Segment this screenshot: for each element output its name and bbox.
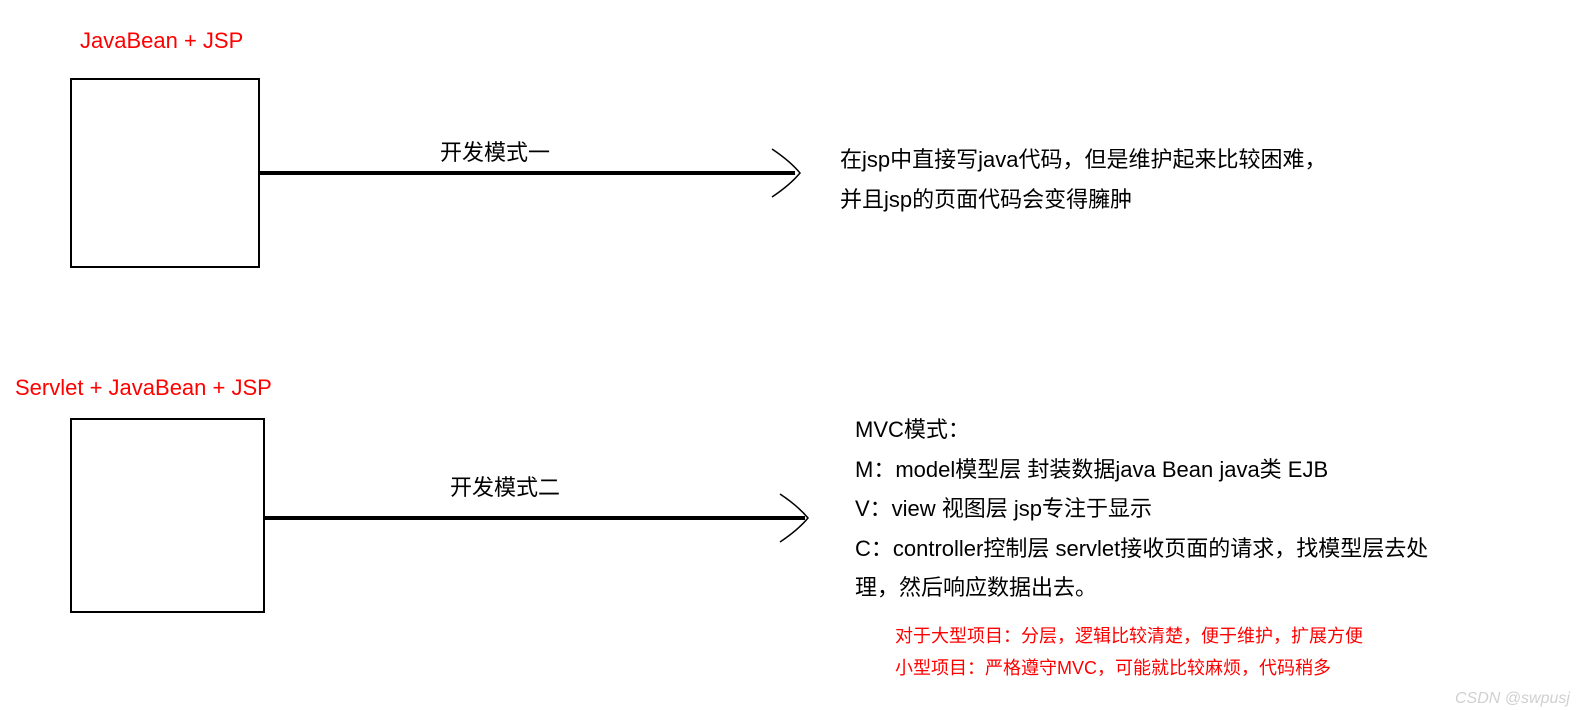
pattern2-title: Servlet + JavaBean + JSP: [15, 375, 272, 401]
mvc-m-line: M：model模型层 封装数据java Bean java类 EJB: [855, 450, 1435, 490]
pattern1-description: 在jsp中直接写java代码，但是维护起来比较困难，并且jsp的页面代码会变得臃…: [840, 140, 1340, 219]
pattern1-arrow-label: 开发模式一: [440, 135, 550, 167]
pattern2-arrow-label: 开发模式二: [450, 470, 560, 502]
mvc-v-line: V：view 视图层 jsp专注于显示: [855, 489, 1435, 529]
mvc-title-line: MVC模式：: [855, 410, 1435, 450]
pattern2-description: MVC模式： M：model模型层 封装数据java Bean java类 EJ…: [855, 410, 1435, 608]
pattern1-box: [70, 78, 260, 268]
pattern2-notes: 对于大型项目：分层，逻辑比较清楚，便于维护，扩展方便 小型项目：严格遵守MVC，…: [895, 620, 1363, 685]
mvc-c-line: C：controller控制层 servlet接收页面的请求，找模型层去处理，然…: [855, 529, 1435, 608]
note-large-project: 对于大型项目：分层，逻辑比较清楚，便于维护，扩展方便: [895, 620, 1363, 652]
pattern2-box: [70, 418, 265, 613]
watermark: CSDN @swpusj: [1455, 690, 1570, 708]
note-small-project: 小型项目：严格遵守MVC，可能就比较麻烦，代码稍多: [895, 652, 1363, 684]
pattern1-title: JavaBean + JSP: [80, 28, 243, 54]
